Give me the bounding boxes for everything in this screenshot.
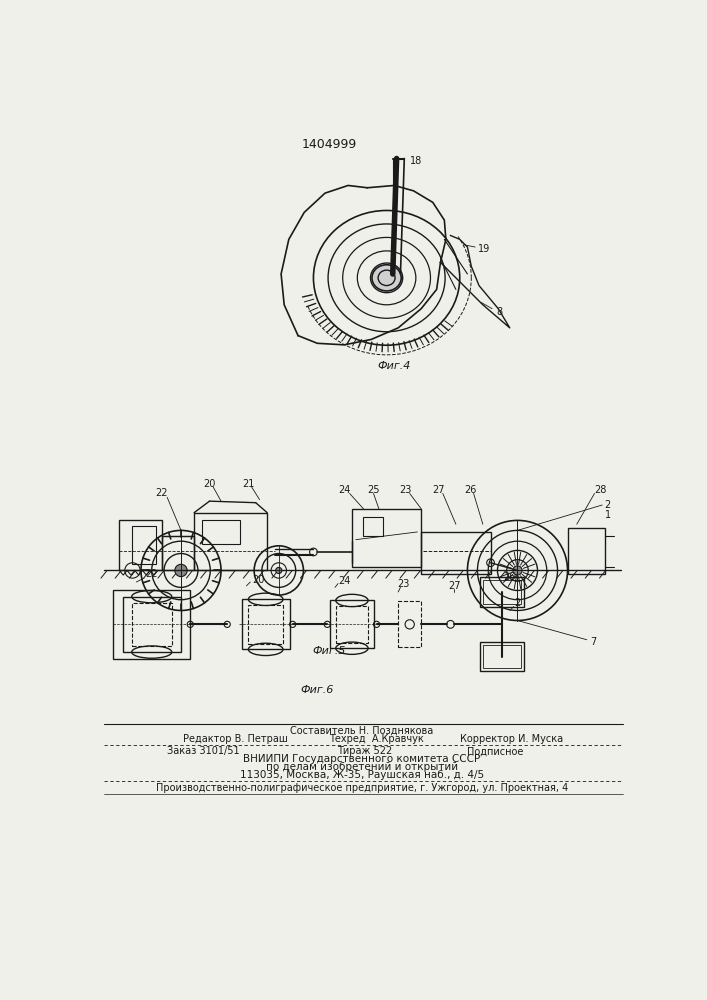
Circle shape (175, 564, 187, 577)
Text: Составитель Н. Позднякова: Составитель Н. Позднякова (291, 726, 433, 736)
Text: Корректор И. Муска: Корректор И. Муска (460, 734, 563, 744)
Text: 113035, Москва, Ж-35, Раушская наб., д. 4/5: 113035, Москва, Ж-35, Раушская наб., д. … (240, 770, 484, 780)
Text: 24: 24 (338, 485, 351, 495)
Text: Заказ 3101/51: Заказ 3101/51 (167, 746, 240, 756)
Bar (363, 517, 382, 536)
Bar (483, 645, 521, 668)
Bar (194, 513, 267, 570)
Text: Техред  А.Кравчук: Техред А.Кравчук (329, 734, 423, 744)
Bar (398, 601, 421, 647)
Text: 23: 23 (399, 485, 412, 495)
Text: 2: 2 (604, 500, 611, 510)
Text: 18: 18 (410, 156, 422, 166)
Text: Фиг.5: Фиг.5 (312, 646, 346, 656)
Ellipse shape (372, 265, 402, 291)
Bar (132, 526, 156, 564)
Text: 23: 23 (397, 579, 410, 589)
Circle shape (513, 566, 522, 575)
Text: Подписное: Подписное (467, 746, 524, 756)
Bar (113, 590, 190, 659)
Bar (336, 606, 368, 643)
Text: 28: 28 (595, 485, 607, 495)
Text: 26: 26 (464, 485, 477, 495)
Text: 1: 1 (604, 510, 611, 520)
Text: Фиг.4: Фиг.4 (378, 361, 411, 371)
Text: 27: 27 (448, 581, 460, 591)
Text: 26: 26 (503, 572, 516, 582)
Text: Производственно-полиграфическое предприятие, г. Ужгород, ул. Проектная, 4: Производственно-полиграфическое предприя… (156, 783, 568, 793)
Text: 19: 19 (478, 244, 491, 254)
Bar (480, 577, 525, 607)
Text: ВНИИПИ Государственного комитета СССР: ВНИИПИ Государственного комитета СССР (243, 754, 481, 764)
Text: 25: 25 (367, 485, 380, 495)
Text: Фиг.6: Фиг.6 (300, 685, 334, 695)
Bar (119, 520, 162, 570)
Text: Тираж 522: Тираж 522 (337, 746, 392, 756)
Text: 20: 20 (252, 575, 264, 585)
Bar (132, 603, 172, 646)
Text: по делам изобретений и открытий: по делам изобретений и открытий (266, 762, 458, 772)
Bar (123, 597, 180, 652)
Bar (480, 642, 525, 671)
Bar (162, 536, 194, 570)
Text: 27: 27 (432, 485, 445, 495)
Bar (352, 509, 421, 567)
Bar (242, 599, 290, 649)
Text: Редактор В. Петраш: Редактор В. Петраш (182, 734, 287, 744)
Text: 20: 20 (204, 479, 216, 489)
Text: 1404999: 1404999 (301, 138, 356, 151)
Text: 24: 24 (338, 576, 351, 586)
Text: 21: 21 (242, 479, 255, 489)
Bar (421, 532, 491, 574)
Bar (201, 520, 240, 544)
Circle shape (276, 567, 282, 574)
Bar (568, 528, 604, 574)
Bar (329, 600, 374, 648)
Bar (248, 605, 283, 644)
Text: 22: 22 (146, 569, 158, 579)
Text: 7: 7 (590, 637, 596, 647)
Text: 22: 22 (156, 488, 168, 498)
Text: 8: 8 (497, 307, 503, 317)
Text: 2: 2 (515, 598, 520, 608)
Bar (483, 580, 521, 604)
